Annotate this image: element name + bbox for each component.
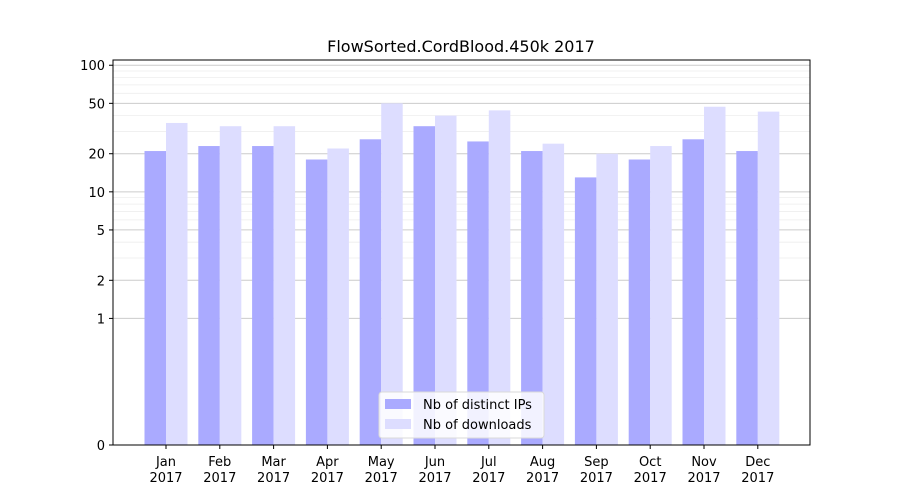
x-tick-label: Apr 2017 <box>311 455 344 486</box>
x-tick-label: May 2017 <box>365 455 398 486</box>
legend-label: Nb of downloads <box>423 418 532 433</box>
bar-distinct-ips <box>736 151 758 445</box>
bar-downloads <box>542 143 565 445</box>
y-tick-label: 2 <box>97 274 105 289</box>
x-tick-label: Jun 2017 <box>418 455 451 486</box>
x-axis: Jan 2017 Feb 2017 Mar 2017 Apr 2017 May 2017 Jun 20… <box>149 445 774 486</box>
bar-downloads <box>650 146 672 445</box>
bar-distinct-ips <box>628 159 651 445</box>
y-tick-label: 5 <box>97 224 105 239</box>
bar-distinct-ips <box>359 139 382 445</box>
bars <box>144 103 780 446</box>
x-tick-label: Oct 2017 <box>634 455 667 486</box>
y-tick-label: 1 <box>97 312 105 327</box>
bar-downloads <box>219 126 242 446</box>
y-tick-label: 0 <box>97 439 105 454</box>
x-tick-label: Feb 2017 <box>203 455 236 486</box>
bar-distinct-ips <box>521 151 543 445</box>
bar-downloads <box>488 110 511 445</box>
x-tick-label: Sep 2017 <box>580 455 613 486</box>
plot-frame <box>112 59 811 446</box>
bar-downloads <box>273 126 296 446</box>
x-tick-label: Jul 2017 <box>472 455 505 486</box>
bar-downloads <box>435 115 457 445</box>
x-tick-label: Nov 2017 <box>687 455 720 486</box>
legend-swatch <box>385 419 411 429</box>
bar-distinct-ips <box>574 177 597 446</box>
bar-distinct-ips <box>198 146 220 445</box>
y-tick-label: 50 <box>88 97 105 112</box>
bar-downloads <box>757 111 780 445</box>
legend: Nb of distinct IPs Nb of downloads <box>378 391 545 439</box>
chart-title: FlowSorted.CordBlood.450k 2017 <box>327 37 595 56</box>
y-axis: 0 1 2 5 10 20 50 100 <box>80 59 113 454</box>
bar-distinct-ips <box>305 159 328 445</box>
y-tick-label: 100 <box>80 59 105 74</box>
bar-distinct-ips <box>252 146 274 445</box>
bar-downloads <box>327 148 349 445</box>
legend-swatch <box>385 399 411 409</box>
bar-downloads <box>381 103 403 445</box>
bar-distinct-ips <box>682 139 704 445</box>
bar-downloads <box>596 153 618 446</box>
x-tick-label: Jan 2017 <box>149 455 182 486</box>
x-tick-label: Aug 2017 <box>526 455 559 486</box>
y-tick-label: 20 <box>88 148 105 163</box>
bar-distinct-ips <box>413 126 435 446</box>
y-tick-label: 10 <box>88 186 105 201</box>
bar-downloads <box>166 122 188 445</box>
x-tick-label: Dec 2017 <box>741 455 774 486</box>
legend-box <box>378 391 545 439</box>
x-tick-label: Mar 2017 <box>257 455 290 486</box>
bar-distinct-ips <box>467 141 489 445</box>
bar-distinct-ips <box>144 151 166 445</box>
legend-label: Nb of distinct IPs <box>423 398 532 413</box>
bar-downloads <box>704 106 726 445</box>
